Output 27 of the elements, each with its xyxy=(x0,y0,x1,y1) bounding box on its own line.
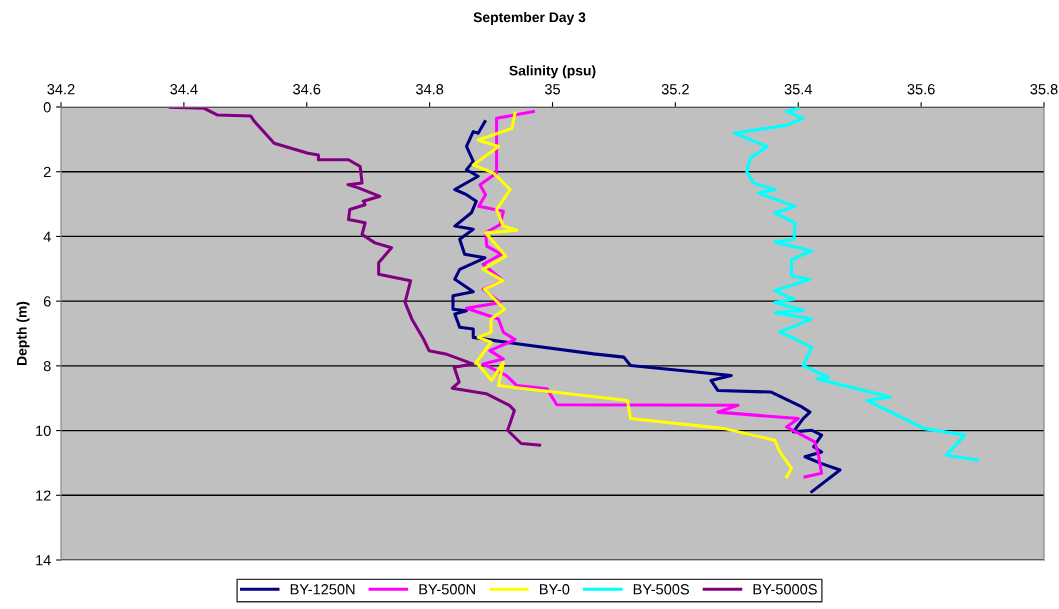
line-series xyxy=(168,107,542,447)
y-tick-label: 2 xyxy=(43,166,51,177)
y-tick-label: 10 xyxy=(36,425,51,436)
x-tick-label: 35 xyxy=(544,84,560,95)
x-tick-label: 34.6 xyxy=(293,84,321,95)
y-tick-label: 14 xyxy=(36,555,51,566)
x-tick-label: 34.2 xyxy=(47,84,75,95)
y-tick-label: 0 xyxy=(43,102,51,113)
legend-label: BY-5000S xyxy=(753,584,817,595)
y-axis-title: Depth (m) xyxy=(16,301,30,365)
x-axis-title: Salinity (psu) xyxy=(509,65,596,79)
y-tick-label: 8 xyxy=(43,360,51,372)
legend-label: BY-500N xyxy=(419,584,475,595)
x-tick-label: 34.4 xyxy=(170,84,198,95)
x-tick-label: 34.8 xyxy=(415,84,444,95)
x-tick-label: 35.8 xyxy=(1030,84,1058,95)
x-tick-label: 35.4 xyxy=(784,84,813,95)
legend-label: BY-0 xyxy=(540,584,570,595)
legend-label: BY-500S xyxy=(633,584,689,595)
line-series xyxy=(732,107,980,462)
x-tick-label: 35.6 xyxy=(907,84,935,95)
chart-title: September Day 3 xyxy=(473,12,586,25)
legend-label: BY-1250N xyxy=(290,584,355,595)
x-tick-label: 35.2 xyxy=(661,84,689,95)
y-tick-label: 6 xyxy=(43,296,51,307)
y-tick-label: 12 xyxy=(36,490,51,501)
y-tick-label: 4 xyxy=(43,231,51,242)
